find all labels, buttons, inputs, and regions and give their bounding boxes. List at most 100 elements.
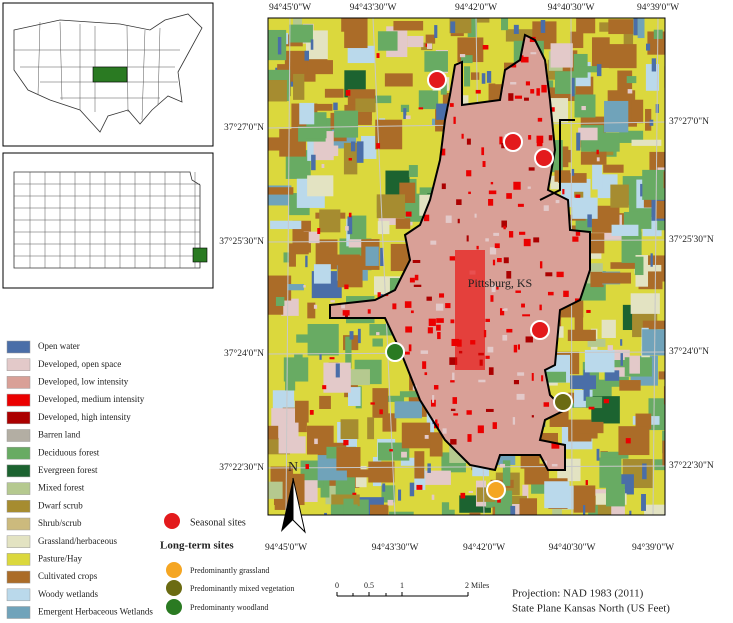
land-cover: [642, 169, 665, 200]
dev-patch: [377, 292, 381, 298]
land-cover: [618, 426, 650, 456]
land-cover: [570, 31, 584, 49]
land-cover: [524, 463, 549, 485]
city-patch: [551, 463, 558, 467]
dev-patch: [405, 211, 412, 217]
land-cover: [348, 387, 361, 406]
city-patch: [413, 284, 422, 287]
land-cover: [376, 194, 406, 219]
city-patch: [430, 399, 436, 407]
dev-patch: [492, 259, 496, 266]
land-cover: [305, 255, 308, 268]
city-patch: [539, 304, 542, 311]
land-cover: [640, 183, 643, 197]
land-cover: [389, 511, 414, 515]
north-label: N: [288, 460, 298, 475]
legend-label: Developed, low intensity: [38, 376, 129, 386]
land-cover: [360, 95, 392, 104]
land-cover: [295, 400, 309, 423]
legend-label: Shrub/scrub: [38, 518, 82, 528]
city-patch: [450, 319, 455, 324]
land-cover: [281, 298, 299, 316]
city-patch: [527, 186, 531, 189]
land-cover: [334, 110, 359, 138]
land-cover: [418, 90, 439, 110]
dev-patch: [405, 115, 411, 120]
land-cover: [630, 293, 660, 314]
land-cover: [311, 154, 316, 171]
land-cover: [343, 498, 354, 515]
dev-patch: [586, 309, 591, 313]
dev-patch: [392, 303, 397, 310]
city-patch: [488, 190, 497, 195]
land-cover: [610, 262, 641, 269]
land-cover: [573, 53, 588, 78]
longitude-label: 94°43'30"W: [372, 542, 419, 553]
city-patch: [437, 332, 441, 340]
city-patch: [499, 136, 503, 145]
city-patch: [450, 439, 457, 445]
dev-patch: [596, 149, 599, 155]
land-cover: [394, 401, 422, 419]
dev-patch: [370, 402, 375, 405]
land-cover: [337, 255, 363, 288]
land-cover: [469, 512, 481, 515]
dev-patch: [424, 434, 429, 439]
legend-swatch: [6, 411, 31, 425]
land-cover: [382, 483, 386, 492]
city-patch: [519, 231, 526, 235]
city-patch: [545, 272, 553, 277]
city-patch: [409, 277, 415, 283]
city-patch: [525, 336, 533, 343]
land-cover: [608, 44, 637, 69]
dev-patch: [466, 410, 472, 415]
legend-swatch: [6, 570, 31, 584]
legend-label: Cultivated crops: [38, 571, 98, 581]
city-patch: [541, 375, 544, 382]
land-cover: [310, 39, 314, 50]
land-cover: [304, 50, 310, 61]
dev-patch: [442, 428, 447, 434]
land-cover: [275, 296, 285, 306]
city-patch: [524, 97, 529, 101]
legend-label: Emergent Herbaceous Wetlands: [38, 607, 153, 617]
city-patch: [556, 271, 564, 278]
land-cover: [544, 481, 570, 509]
city-patch: [522, 314, 531, 317]
city-patch: [489, 247, 497, 255]
dev-patch: [476, 245, 479, 250]
city-patch: [514, 95, 523, 99]
city-patch: [510, 82, 517, 85]
legend-label: Deciduous forest: [38, 447, 100, 457]
land-cover: [576, 132, 581, 151]
scale-bar: 0 0.5 1 2 Miles: [335, 581, 489, 597]
land-cover: [552, 140, 563, 172]
land-cover: [601, 319, 616, 338]
city-patch: [483, 329, 487, 338]
land-cover: [349, 215, 367, 240]
city-patch: [513, 344, 518, 353]
land-cover: [580, 151, 607, 165]
land-cover: [461, 55, 473, 64]
land-cover: [382, 413, 397, 432]
land-cover: [398, 489, 402, 501]
land-cover: [464, 66, 471, 87]
city-boundary: [329, 33, 591, 472]
land-cover: [293, 73, 305, 100]
legend-label: Mixed forest: [38, 483, 85, 493]
longitude-label: 94°42'0"W: [455, 2, 497, 13]
land-cover: [319, 395, 331, 409]
land-cover: [378, 216, 404, 225]
city-patch: [513, 181, 521, 190]
longitude-label: 94°39'0"W: [637, 2, 679, 13]
land-cover: [441, 502, 450, 515]
latitude-label: 37°25'30"N: [219, 236, 264, 247]
legend-label: Predominantly mixed vegetation: [190, 584, 294, 593]
site-marker: [427, 70, 447, 90]
land-cover: [268, 80, 287, 102]
land-cover: [399, 391, 425, 398]
land-cover: [424, 51, 448, 72]
city-patch: [508, 93, 514, 101]
city-patch: [485, 408, 494, 412]
land-cover: [294, 231, 309, 255]
